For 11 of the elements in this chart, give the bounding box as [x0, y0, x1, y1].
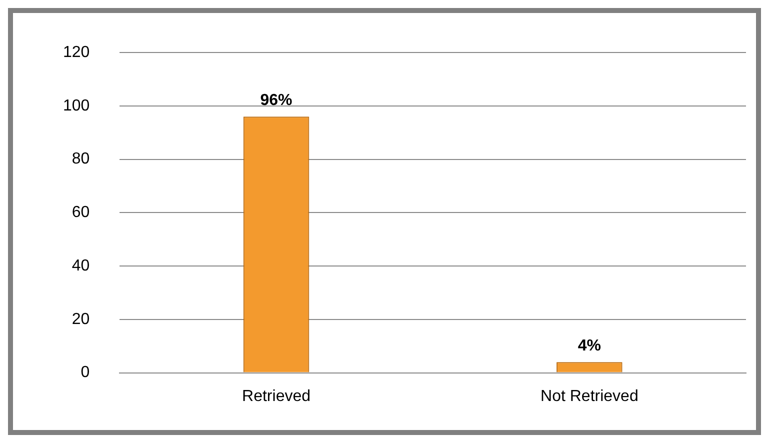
data-label: 4%: [578, 338, 601, 355]
y-tick-label: 0: [80, 364, 90, 382]
data-label: 96%: [260, 92, 292, 110]
y-tick-label: 60: [72, 204, 90, 222]
y-tick-label: 80: [72, 150, 90, 168]
y-tick-label: 40: [72, 257, 90, 274]
y-tick-label: 20: [72, 310, 90, 328]
x-tick-label: Retrieved: [242, 388, 311, 405]
x-tick-label: Not Retrieved: [540, 388, 638, 405]
y-tick-label: 120: [62, 44, 90, 62]
y-tick-label: 100: [62, 97, 90, 114]
